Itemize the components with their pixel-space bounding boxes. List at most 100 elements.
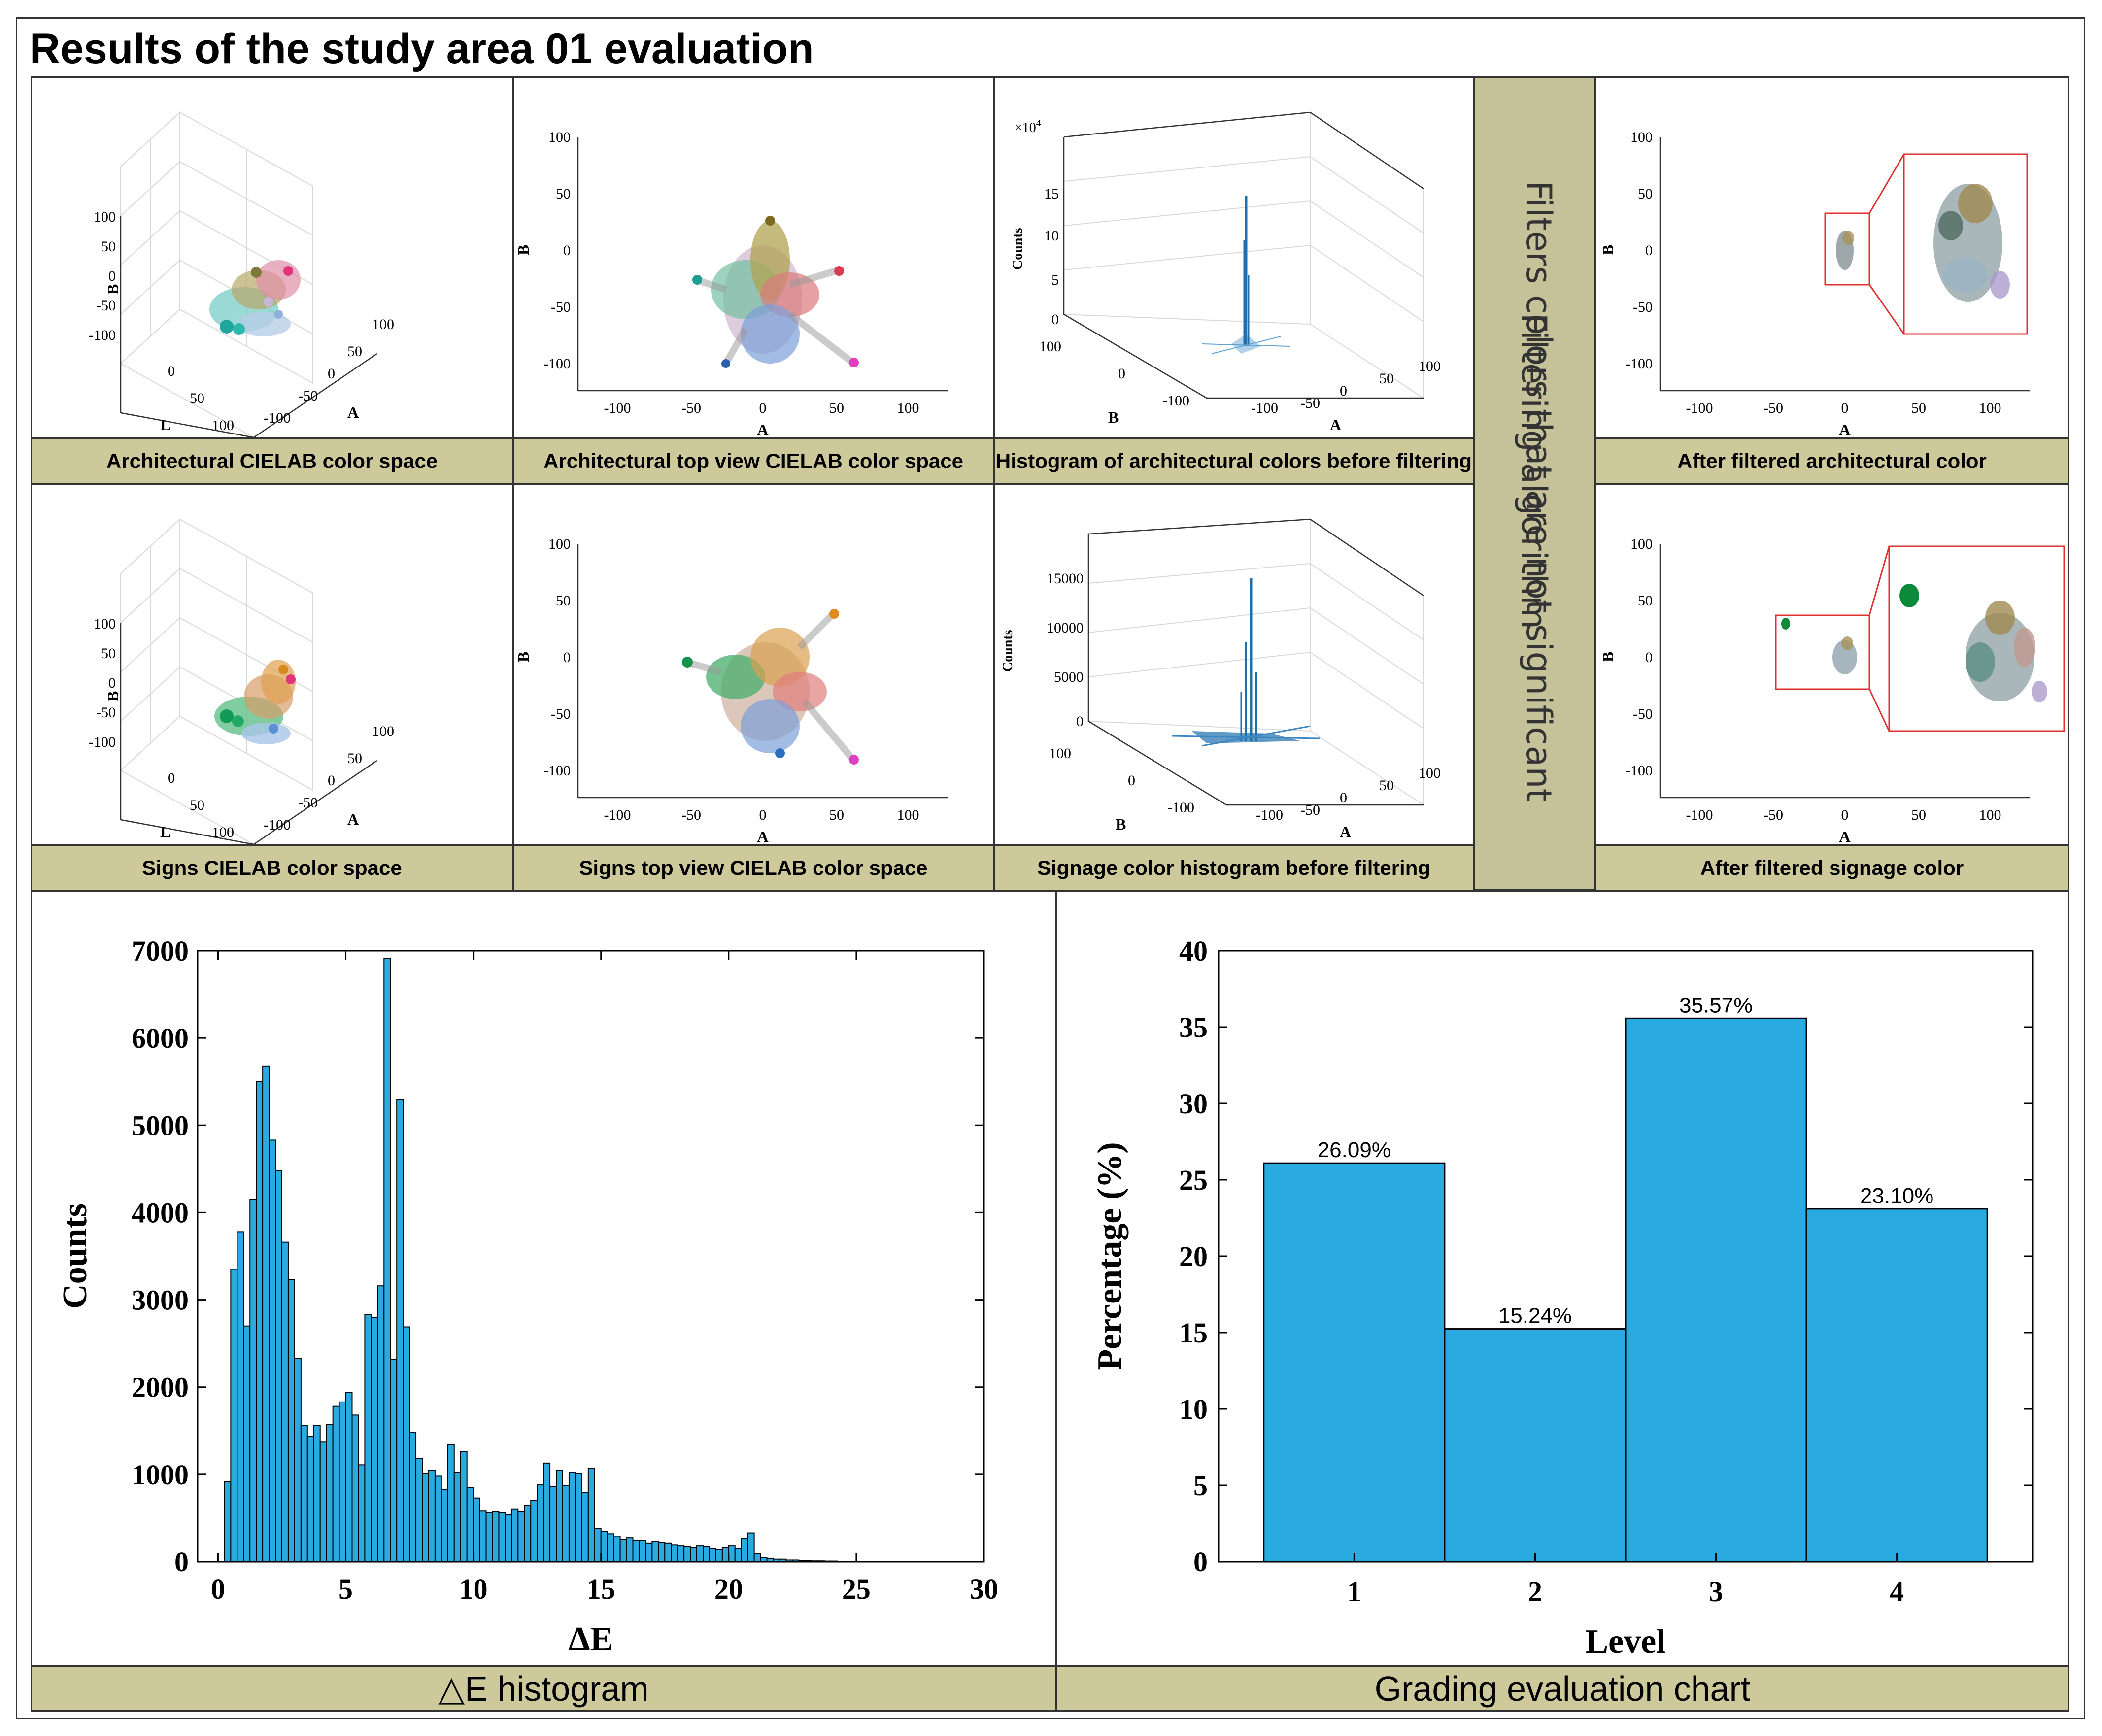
histogram-bar <box>645 1542 653 1563</box>
histogram-bar <box>466 1487 474 1563</box>
x-tick-label: 10 <box>459 1573 488 1605</box>
x-tick-label: 1 <box>1347 1575 1361 1607</box>
svg-text:100: 100 <box>212 417 234 434</box>
iso-b-ticks: 100 50 0 -50 -100 <box>89 209 116 343</box>
sign-hist-label: Signage color histogram before filtering <box>993 844 1474 891</box>
histogram-bar <box>453 1472 461 1563</box>
histogram-bar <box>332 1405 340 1562</box>
svg-text:50: 50 <box>1379 777 1394 794</box>
x-tick-label: 15 <box>587 1573 615 1605</box>
delta-e-x-label: ΔE <box>569 1620 613 1658</box>
grading-title: Grading evaluation chart <box>1055 1665 2069 1712</box>
svg-text:10000: 10000 <box>1047 620 1084 636</box>
svg-text:100: 100 <box>1039 338 1061 355</box>
y-tick-label: 35 <box>1179 1011 1208 1043</box>
svg-text:50: 50 <box>829 400 844 416</box>
iso-a-label: A <box>347 810 359 828</box>
histogram-bar <box>543 1462 551 1563</box>
grading-x-ticks: 1 2 3 4 <box>1347 1553 1904 1607</box>
grading-chart: 26.09% 15.24% 35.57% 23.10% 1 2 3 4 0 5 10 15 20 25… <box>1091 935 2034 1661</box>
grading-bars <box>1263 1017 1988 1563</box>
iso-b-label: B <box>104 284 122 295</box>
top-y-label: B <box>514 245 532 255</box>
x-tick-label: 4 <box>1890 1575 1904 1607</box>
hist-a-label: A <box>1340 823 1351 840</box>
grading-data-labels: 26.09% 15.24% 35.57% 23.10% <box>1318 993 1934 1328</box>
x-tick-label: 30 <box>970 1573 998 1605</box>
arch-filtered-label: After filtered architectural color <box>1594 437 2069 484</box>
delta-e-y-label: Counts <box>56 1203 94 1309</box>
hist3d-spike <box>1172 578 1321 747</box>
x-tick-label: 3 <box>1709 1575 1723 1607</box>
svg-text:50: 50 <box>1638 186 1653 202</box>
svg-text:50: 50 <box>1638 593 1653 609</box>
svg-text:-100: -100 <box>89 327 116 343</box>
histogram-bar <box>600 1531 608 1562</box>
hist-z-ticks: 15 10 5 0 <box>1044 186 1059 328</box>
histogram-bar <box>460 1451 468 1563</box>
hist-b-label: B <box>1116 815 1126 833</box>
iso-b-ticks: 100 50 0 -50 -100 <box>89 616 116 750</box>
histogram-bar <box>581 1492 589 1562</box>
svg-text:100: 100 <box>1419 358 1441 374</box>
filtering-algorithm-subtitle: Filters colors that are not significant <box>1519 180 1559 802</box>
figure-frame <box>16 17 2085 1719</box>
y-tick-label: 4000 <box>132 1197 189 1229</box>
y-tick-label: 5 <box>1193 1469 1208 1502</box>
histogram-bar <box>753 1553 761 1562</box>
hist3d-spike <box>1201 196 1291 354</box>
zoom-source-box <box>1775 614 1870 690</box>
svg-text:5000: 5000 <box>1054 669 1084 685</box>
top-x-ticks: -100 -50 0 50 100 <box>604 807 919 823</box>
svg-text:-50: -50 <box>1633 299 1653 315</box>
histogram-bar <box>524 1505 532 1562</box>
y-tick-label: 10 <box>1179 1393 1208 1425</box>
histogram-bar <box>249 1199 257 1562</box>
svg-text:0: 0 <box>1076 713 1084 730</box>
sign-cielab-panel: 100 50 0 -50 -100 B 0 50 100 L 100 50 0 … <box>31 483 513 845</box>
zoom-inset-box <box>1903 153 2028 335</box>
svg-text:50: 50 <box>1379 370 1394 387</box>
histogram-bar <box>441 1488 448 1562</box>
histogram-bar <box>434 1475 442 1563</box>
top-x-ticks: -100 -50 0 50 100 <box>604 400 919 416</box>
histogram-bar <box>734 1548 742 1563</box>
delta-e-title: △E histogram <box>31 1665 1056 1712</box>
histogram-bar <box>306 1436 314 1562</box>
svg-text:100: 100 <box>94 616 116 632</box>
histogram-bar <box>224 1481 232 1562</box>
svg-text:-100: -100 <box>1686 400 1713 416</box>
iso-b-label: B <box>104 691 122 701</box>
histogram-bar <box>345 1392 353 1562</box>
svg-text:-50: -50 <box>551 299 571 315</box>
delta-e-x-ticks: 0 5 10 15 20 25 30 <box>211 951 998 1605</box>
y-tick-label: 0 <box>1193 1546 1208 1578</box>
histogram-bar <box>613 1536 621 1562</box>
svg-text:100: 100 <box>372 316 394 333</box>
x-tick-label: 2 <box>1528 1575 1542 1607</box>
sign-hist-panel: 15000 10000 5000 0 Counts 100 0 -100 B 1… <box>993 483 1474 845</box>
hist-a-ticks: 100 50 0 -50 -100 <box>1251 358 1441 416</box>
hist3d-axes <box>1063 111 1424 399</box>
svg-text:0: 0 <box>168 363 175 379</box>
iso-l-ticks: 0 50 100 <box>168 770 234 840</box>
svg-text:-100: -100 <box>1167 800 1194 816</box>
histogram-bar <box>269 1139 276 1562</box>
svg-text:100: 100 <box>548 129 571 145</box>
svg-text:0: 0 <box>108 675 116 691</box>
sign-hist-plot: 15000 10000 5000 0 Counts 100 0 -100 B 1… <box>1000 518 1441 840</box>
top-axes <box>577 544 948 799</box>
y-tick-label: 5000 <box>132 1109 189 1141</box>
svg-text:-100: -100 <box>543 763 571 779</box>
svg-text:50: 50 <box>556 593 571 609</box>
histogram-bar <box>415 1458 423 1562</box>
delta-e-y-ticks: 0 1000 2000 3000 4000 5000 6000 7000 <box>132 935 984 1578</box>
hist-exponent: ×104 <box>1015 118 1041 135</box>
svg-text:-100: -100 <box>264 410 291 426</box>
histogram-bar <box>594 1528 602 1562</box>
histogram-bar <box>396 1099 404 1562</box>
sign-top-plot: -100 -50 0 50 100 A 100 50 0 -50 -100 B <box>514 536 948 844</box>
arch-filtered-plot: -100 -50 0 50 100 A 100 50 0 -50 -100 B <box>1599 129 2030 437</box>
svg-text:50: 50 <box>347 750 362 767</box>
svg-text:50: 50 <box>190 390 204 406</box>
